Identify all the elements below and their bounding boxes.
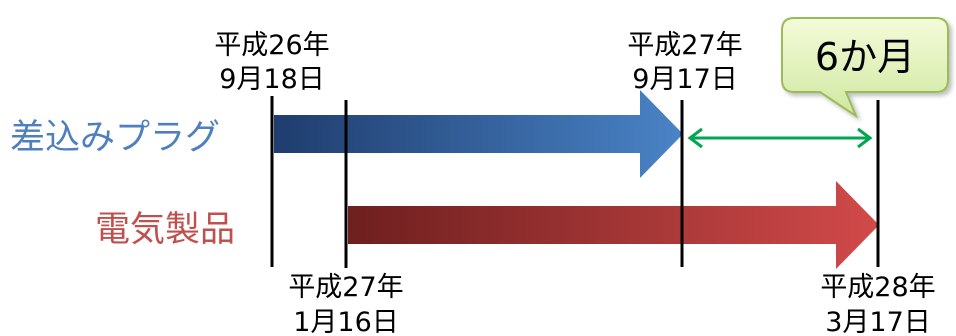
plug-label: 差込みプラグ <box>10 118 220 158</box>
product-end-era: 平成28年 <box>820 272 935 303</box>
product-end-date: 平成28年 3月17日 <box>820 272 935 336</box>
six-month-label: 6か月 <box>815 35 915 79</box>
plug-start-era: 平成26年 <box>214 30 329 61</box>
plug-end-era: 平成27年 <box>627 30 742 61</box>
plug-end-day: 9月17日 <box>632 64 738 95</box>
product-end-day: 3月17日 <box>825 307 931 336</box>
six-month-callout <box>781 17 949 119</box>
product-start-date: 平成27年 1月16日 <box>288 272 403 336</box>
product-start-day: 1月16日 <box>293 307 399 336</box>
six-month-gap-arrow <box>687 127 873 149</box>
plug-start-date: 平成26年 9月18日 <box>214 30 329 95</box>
product-period-arrow <box>348 181 879 269</box>
plug-end-date: 平成27年 9月17日 <box>627 30 742 95</box>
product-label: 電気製品 <box>95 210 235 250</box>
plug-start-day: 9月18日 <box>219 64 325 95</box>
plug-period-arrow <box>274 90 683 178</box>
product-start-era: 平成27年 <box>288 272 403 303</box>
